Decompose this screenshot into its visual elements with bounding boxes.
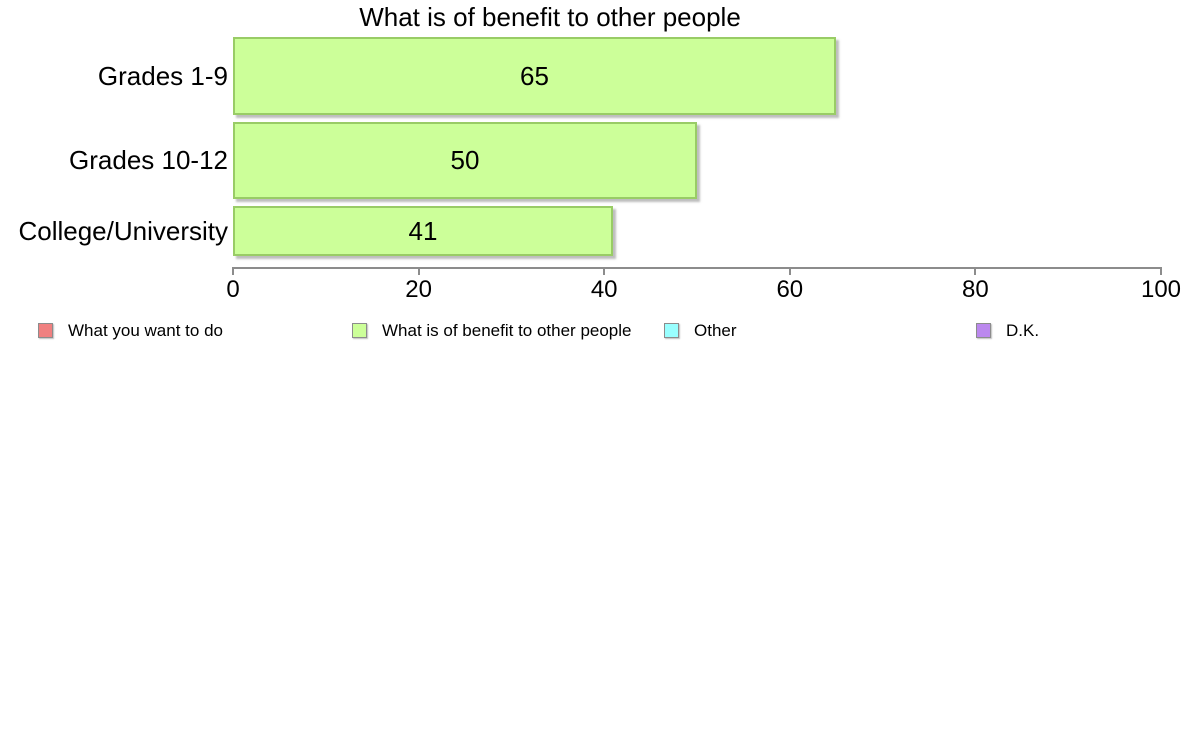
legend-swatch-icon xyxy=(664,323,679,338)
x-tick-label: 0 xyxy=(226,276,240,303)
legend-label: What you want to do xyxy=(68,320,223,340)
x-tick-label: 20 xyxy=(405,276,432,303)
x-axis-line xyxy=(233,267,1162,269)
bar-value-label: 65 xyxy=(520,60,549,91)
x-tick-mark xyxy=(232,267,234,275)
bar-0: 65 xyxy=(233,37,836,115)
bar-1: 50 xyxy=(233,122,697,199)
x-tick-mark xyxy=(788,267,791,275)
legend-item-1: What is of benefit to other people xyxy=(352,320,632,340)
x-tick-mark xyxy=(417,267,420,275)
legend-item-0: What you want to do xyxy=(38,320,223,340)
legend-label: What is of benefit to other people xyxy=(382,320,632,340)
x-tick-label: 40 xyxy=(590,276,618,303)
bar-2: 41 xyxy=(233,206,613,256)
chart-title: What is of benefit to other people xyxy=(359,2,741,32)
legend-item-2: Other xyxy=(664,320,737,340)
legend-swatch-icon xyxy=(38,323,53,338)
legend-label: D.K. xyxy=(1006,320,1040,340)
x-tick-mark xyxy=(974,267,977,275)
x-tick-mark xyxy=(603,267,606,275)
x-tick-label: 80 xyxy=(962,276,989,303)
bar-value-label: 50 xyxy=(450,145,480,175)
x-tick-label: 100 xyxy=(1140,276,1182,303)
legend-swatch-icon xyxy=(352,323,367,338)
x-tick-mark xyxy=(1160,267,1162,275)
bar-value-label: 41 xyxy=(408,215,438,246)
category-label-2: College/University xyxy=(18,215,228,246)
category-label-0: Grades 1-9 xyxy=(97,60,228,91)
x-tick-label: 60 xyxy=(776,276,804,303)
category-label-1: Grades 10-12 xyxy=(69,145,228,175)
legend-item-3: D.K. xyxy=(976,320,1040,340)
legend-label: Other xyxy=(694,320,737,340)
legend-swatch-icon xyxy=(976,323,991,338)
